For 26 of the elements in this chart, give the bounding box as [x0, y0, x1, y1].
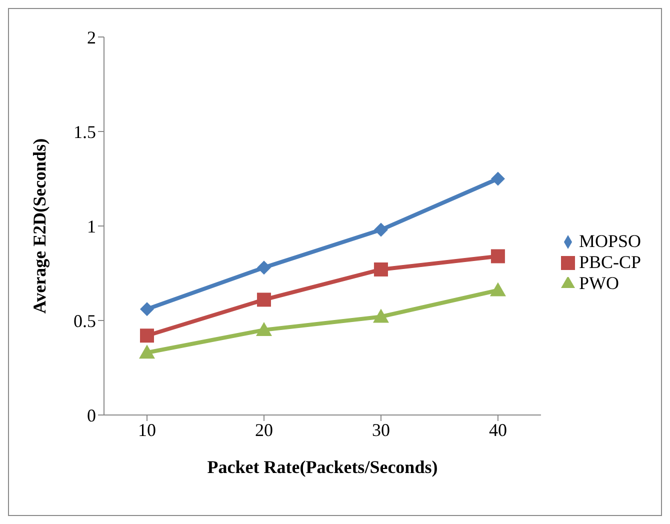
y-tick-label: 2 — [87, 27, 96, 48]
point — [256, 322, 272, 336]
legend-label: PBC-CP — [578, 252, 641, 272]
x-tick-label: 30 — [372, 420, 390, 440]
point — [374, 262, 388, 276]
x-tick-label: 20 — [254, 420, 273, 440]
y-tick-label: 1.5 — [74, 122, 96, 142]
point — [256, 292, 271, 307]
y-tick-label: 1 — [87, 216, 96, 236]
point — [490, 282, 506, 296]
point — [490, 172, 505, 186]
x-axis-title: Packet Rate(Packets/Seconds) — [207, 456, 438, 477]
y-tick-label: 0 — [87, 405, 96, 426]
point — [140, 302, 154, 316]
point — [140, 328, 154, 343]
legend-label: PWO — [578, 272, 619, 292]
point — [256, 260, 271, 275]
point — [139, 344, 155, 359]
legend-label: MOPSO — [578, 230, 641, 250]
y-tick-label: 0.5 — [74, 310, 96, 331]
point — [372, 308, 389, 323]
point — [374, 222, 388, 237]
y-axis-title: Average E2D(Seconds) — [29, 138, 50, 314]
x-tick-label: 40 — [488, 420, 507, 440]
point — [490, 249, 505, 264]
x-tick-label: 10 — [138, 420, 156, 440]
